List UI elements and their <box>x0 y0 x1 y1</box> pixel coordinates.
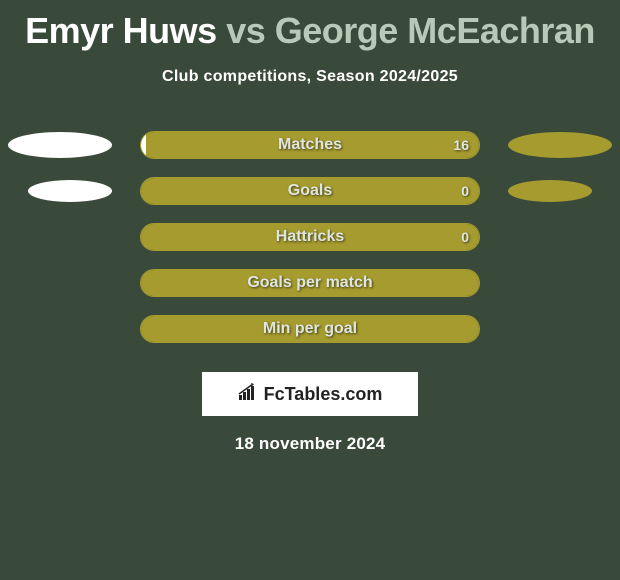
logo: FcTables.com <box>238 383 383 406</box>
date-text: 18 november 2024 <box>0 434 620 454</box>
bar-track: Goals per match <box>140 269 480 297</box>
bar-chart-icon <box>238 383 260 406</box>
bar-label: Matches <box>278 136 342 154</box>
right-marker <box>508 132 612 158</box>
bar-value: 0 <box>461 229 469 245</box>
left-marker <box>8 132 112 158</box>
logo-box: FcTables.com <box>202 372 418 416</box>
right-marker <box>508 180 592 202</box>
vs-text: vs <box>226 10 265 51</box>
left-marker <box>28 180 112 202</box>
bar-track: Hattricks 0 <box>140 223 480 251</box>
bar-label: Min per goal <box>263 320 357 338</box>
bar-track: Matches 16 <box>140 131 480 159</box>
chart-row: Goals 0 <box>0 168 620 214</box>
bar-value: 0 <box>461 183 469 199</box>
player1-name: Emyr Huws <box>25 10 217 51</box>
chart-row: Min per goal <box>0 306 620 352</box>
chart-row: Goals per match <box>0 260 620 306</box>
bar-label: Goals <box>288 182 332 200</box>
page-title: Emyr Huws vs George McEachran <box>0 0 620 52</box>
chart-row: Matches 16 <box>0 122 620 168</box>
chart-row: Hattricks 0 <box>0 214 620 260</box>
bar-value: 16 <box>453 137 469 153</box>
bar-label: Hattricks <box>276 228 344 246</box>
bar-track: Goals 0 <box>140 177 480 205</box>
logo-text: FcTables.com <box>264 384 383 405</box>
bar-track: Min per goal <box>140 315 480 343</box>
bar-label: Goals per match <box>247 274 372 292</box>
subtitle: Club competitions, Season 2024/2025 <box>0 68 620 86</box>
player2-name: George McEachran <box>275 10 595 51</box>
comparison-chart: Matches 16 Goals 0 Hattricks 0 Goals per match… <box>0 122 620 352</box>
